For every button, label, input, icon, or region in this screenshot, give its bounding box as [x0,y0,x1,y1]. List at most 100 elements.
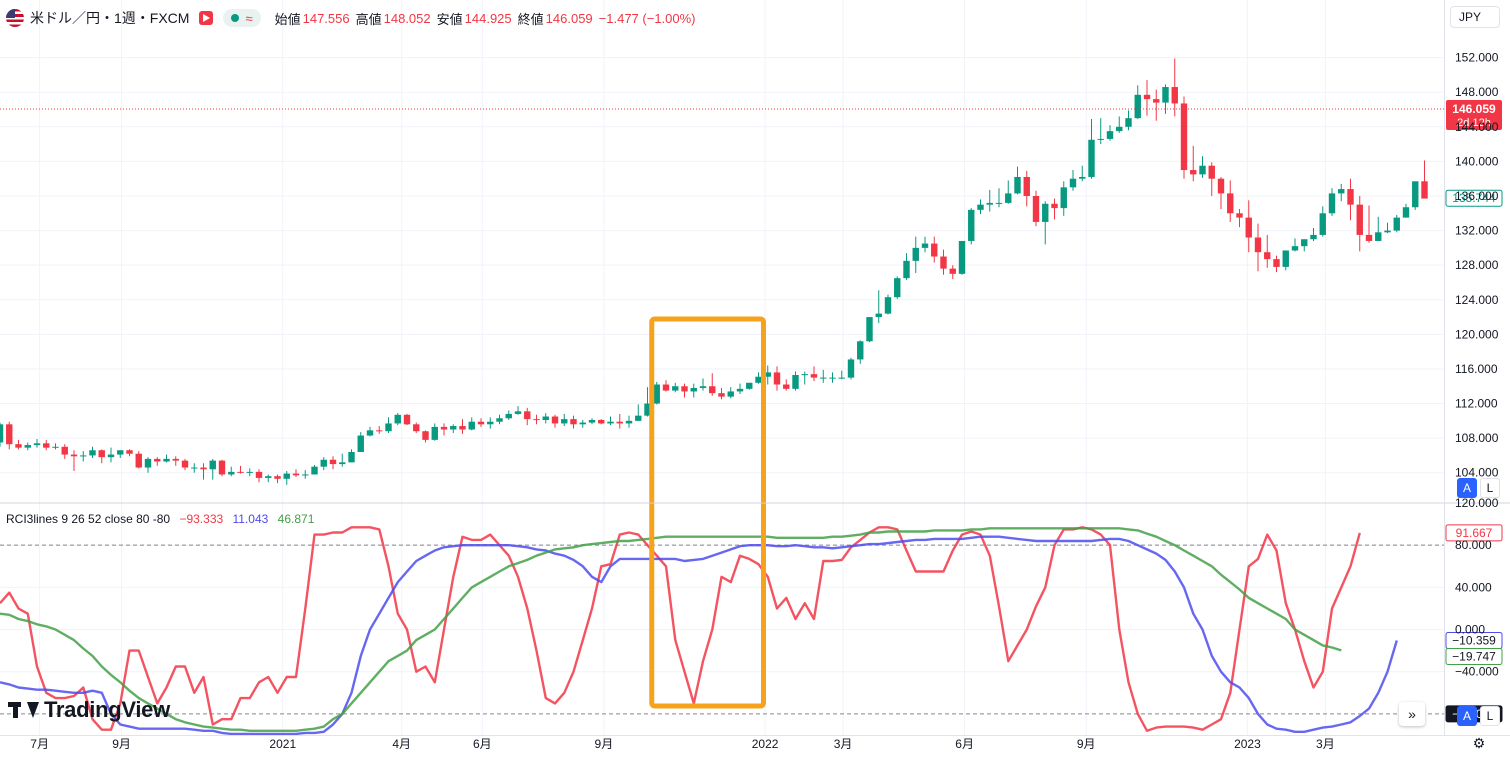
candle [940,249,947,275]
candle [810,366,818,382]
price-axis-label: 116.000 [1455,362,1498,376]
candle-body [977,204,984,210]
price-axis-label: 132.000 [1455,224,1499,238]
candle [709,373,716,396]
candle-body [635,415,642,421]
candle [1365,205,1373,243]
candle [117,450,124,459]
candle [1245,200,1252,253]
candle [977,199,984,215]
rci-auto-scale-button[interactable]: A [1457,706,1477,726]
indicator-legend[interactable]: RCI3lines 9 26 52 close 80 -80 −93.333 1… [6,512,320,526]
candle [616,413,623,429]
candle [15,439,22,450]
currency-select[interactable]: JPY [1450,6,1500,28]
candle-body [52,446,59,448]
rci-mid-line [0,535,1398,736]
candle [931,236,938,263]
candle-body [33,443,41,446]
last-price-label: 146.059 [1452,102,1496,116]
candle-body [1032,195,1040,222]
candle [468,417,475,431]
candle [1208,162,1215,196]
price-auto-scale-button[interactable]: A [1457,478,1477,498]
candle-body [348,451,355,463]
symbol-title[interactable]: 米ドル／円・1週・FXCM [30,10,190,26]
candle [921,236,929,253]
gear-icon[interactable]: ⚙ [1472,734,1486,751]
candle-body [1282,250,1289,267]
candle [690,383,697,398]
candle [1143,80,1151,116]
candle-body [699,386,707,388]
candle [1393,215,1400,233]
candle-body [1180,103,1188,171]
candle [1264,234,1271,268]
candle [163,454,170,463]
candle [1227,180,1234,222]
candle [857,340,864,364]
candle-body [209,460,216,470]
candle [348,449,355,463]
candle-body [598,419,605,424]
candle-body [357,435,364,452]
time-axis-label: 3月 [834,737,853,751]
candle [1384,222,1391,234]
candle-body [422,431,429,440]
candle-body [857,341,864,360]
rci-axis-label: −40.000 [1455,665,1499,679]
candle-body [662,384,670,391]
candle-body [625,420,633,424]
candle [209,458,216,480]
candle-body [1227,193,1234,214]
candle-body [6,424,13,445]
candle-body [1301,239,1308,247]
rci-log-scale-button[interactable]: L [1480,706,1500,726]
candle [1356,195,1363,252]
rci-long-badge-label: −19.747 [1452,649,1496,663]
candle-body [551,416,559,424]
high-label: 高値 [355,11,382,27]
candle-body [921,243,929,248]
candle-body [1116,126,1123,132]
candle [894,276,901,299]
rci-axis-label: 120.000 [1455,496,1499,510]
candle-body [191,467,198,469]
double-chevron-right-icon[interactable]: » [1399,702,1425,726]
candle [1217,176,1225,209]
candle [376,426,383,434]
candle [718,387,725,400]
candle [792,371,799,391]
candle [487,417,494,429]
candle-body [653,384,660,404]
candle-body [1319,213,1326,235]
candle-body [681,386,688,392]
data-status-pill[interactable]: ≈ [223,9,261,27]
candle [98,449,105,464]
candle-body [875,313,882,318]
candle-body [616,421,623,424]
candle-body [292,473,300,476]
price-log-scale-button[interactable]: L [1480,478,1500,498]
candle [126,449,133,457]
candle [292,469,300,478]
high-value: 148.052 [383,10,431,26]
candle [829,372,836,383]
time-axis-label: 9月 [1077,737,1096,751]
market-closed-icon[interactable] [199,11,214,25]
candle-body [727,391,734,397]
candle-body [1393,217,1400,231]
candle-body [1421,181,1428,199]
candle-body [1162,87,1169,103]
candle [607,416,614,426]
candle [496,414,503,425]
candle [986,189,993,212]
candle [847,357,855,380]
candle [237,465,244,474]
candle [144,457,152,473]
candle-body [246,471,253,473]
tradingview-logo[interactable]: TradingView [8,697,170,723]
candle [1051,198,1058,220]
candle [172,456,179,466]
